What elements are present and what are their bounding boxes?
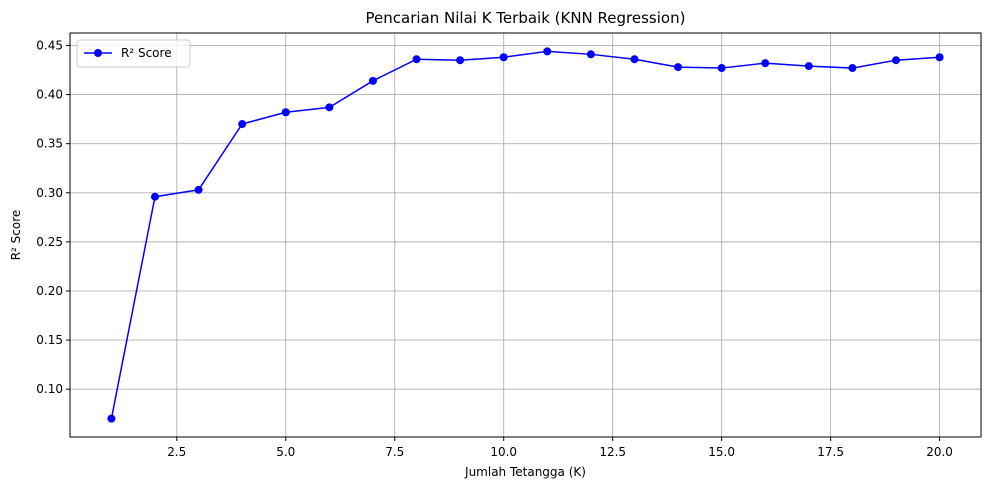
data-point bbox=[107, 414, 116, 423]
x-tick-label: 20.0 bbox=[926, 445, 953, 459]
data-point bbox=[586, 50, 595, 59]
x-axis-label: Jumlah Tetangga (K) bbox=[464, 465, 586, 479]
x-tick-label: 17.5 bbox=[817, 445, 844, 459]
plot-frame bbox=[69, 32, 982, 438]
series-layer bbox=[107, 47, 944, 423]
x-tick-label: 12.5 bbox=[599, 445, 626, 459]
x-tick-label: 10.0 bbox=[490, 445, 517, 459]
data-point bbox=[717, 64, 726, 73]
legend-label: R² Score bbox=[121, 46, 172, 60]
x-tick-label: 15.0 bbox=[708, 445, 735, 459]
legend: R² Score bbox=[76, 39, 191, 68]
x-tick-label: 2.5 bbox=[167, 445, 186, 459]
ticks: 2.5 5.0 7.5 10.0 12.5 15.0 17.5 20.0 0.10 0.15 0.2… bbox=[36, 38, 953, 459]
data-point bbox=[543, 47, 552, 56]
data-point bbox=[194, 185, 203, 194]
chart-title: Pencarian Nilai K Terbaik (KNN Regressio… bbox=[366, 9, 686, 27]
data-point bbox=[761, 59, 770, 68]
data-point bbox=[674, 63, 683, 72]
data-point bbox=[892, 56, 901, 65]
data-point bbox=[325, 103, 334, 112]
data-point bbox=[150, 192, 159, 201]
y-axis-label: R² Score bbox=[9, 210, 23, 261]
data-point bbox=[804, 62, 813, 71]
data-point bbox=[412, 55, 421, 64]
series-line bbox=[110, 50, 940, 419]
data-point bbox=[935, 53, 944, 62]
y-tick-label: 0.20 bbox=[36, 284, 63, 298]
x-tick-label: 5.0 bbox=[276, 445, 295, 459]
legend-marker bbox=[94, 49, 102, 57]
y-tick-label: 0.45 bbox=[36, 38, 63, 52]
data-point bbox=[499, 53, 508, 62]
y-tick-label: 0.30 bbox=[36, 186, 63, 200]
x-tick-label: 7.5 bbox=[385, 445, 404, 459]
data-point bbox=[238, 120, 247, 129]
y-tick-label: 0.40 bbox=[36, 88, 63, 102]
legend-box bbox=[76, 39, 191, 68]
y-tick-label: 0.35 bbox=[36, 137, 63, 151]
data-point bbox=[848, 64, 857, 73]
y-tick-label: 0.25 bbox=[36, 235, 63, 249]
data-point bbox=[456, 56, 465, 65]
grid bbox=[70, 33, 981, 437]
data-point bbox=[630, 55, 639, 64]
data-point bbox=[281, 108, 290, 117]
data-point bbox=[368, 76, 377, 85]
y-tick-label: 0.10 bbox=[36, 382, 63, 396]
y-tick-label: 0.15 bbox=[36, 333, 63, 347]
